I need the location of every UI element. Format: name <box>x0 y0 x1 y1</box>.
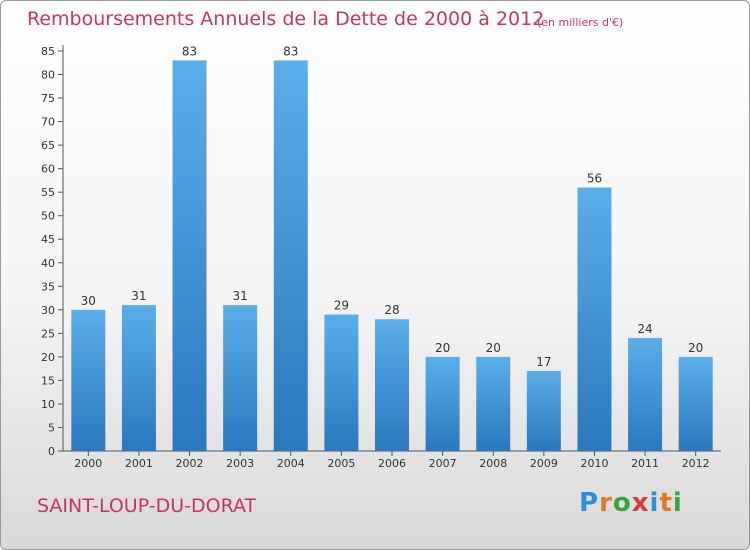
y-tick-label: 40 <box>41 257 55 270</box>
bar-value-label: 83 <box>182 44 197 58</box>
logo-letter: P <box>579 488 600 518</box>
bar <box>425 356 460 451</box>
logo-letter: t <box>659 488 673 518</box>
bar-value-label: 24 <box>637 322 652 336</box>
logo-letter: r <box>599 488 613 518</box>
y-tick-label: 35 <box>41 280 55 293</box>
y-tick-label: 70 <box>41 116 55 129</box>
proxiti-logo: Proxiti <box>579 488 683 518</box>
bar <box>172 60 207 451</box>
logo-letter: i <box>649 488 660 518</box>
chart-title: Remboursements Annuels de la Dette de 20… <box>27 8 545 30</box>
y-tick-label: 85 <box>41 45 55 58</box>
x-tick-label: 2011 <box>631 457 659 470</box>
bar <box>273 60 308 451</box>
bar <box>526 371 561 451</box>
bar-value-label: 28 <box>384 303 399 317</box>
y-tick-label: 5 <box>48 421 55 434</box>
bar <box>628 338 663 451</box>
y-tick-label: 75 <box>41 92 55 105</box>
y-tick-label: 10 <box>41 398 55 411</box>
bar <box>577 187 612 451</box>
x-tick-label: 2012 <box>682 457 710 470</box>
chart-bars: 30 31 83 31 83 29 28 20 20 17 56 24 20 <box>71 44 713 451</box>
bar-value-label: 30 <box>81 294 96 308</box>
bar <box>71 309 106 451</box>
bar <box>223 305 258 451</box>
logo-letter: x <box>631 488 650 518</box>
bar <box>324 314 359 451</box>
chart-unit: (en milliers d'€) <box>537 16 624 29</box>
y-tick-label: 60 <box>41 163 55 176</box>
bar-value-label: 29 <box>334 299 349 313</box>
bar-value-label: 20 <box>435 341 450 355</box>
y-tick-label: 80 <box>41 69 55 82</box>
x-tick-label: 2007 <box>429 457 457 470</box>
bar-value-label: 20 <box>688 341 703 355</box>
y-tick-label: 0 <box>48 445 55 458</box>
x-tick-label: 2002 <box>176 457 204 470</box>
x-tick-label: 2004 <box>277 457 305 470</box>
bar <box>476 356 511 451</box>
y-tick-label: 45 <box>41 233 55 246</box>
x-tick-label: 2006 <box>378 457 406 470</box>
x-tick-label: 2005 <box>327 457 355 470</box>
x-tick-label: 2003 <box>226 457 254 470</box>
x-tick-label: 2008 <box>479 457 507 470</box>
y-tick-label: 65 <box>41 139 55 152</box>
y-tick-label: 20 <box>41 351 55 364</box>
y-tick-label: 50 <box>41 210 55 223</box>
x-tick-label: 2001 <box>125 457 153 470</box>
bar <box>375 319 409 451</box>
bar-value-label: 17 <box>536 355 551 369</box>
logo-letter: i <box>672 488 683 518</box>
x-tick-label: 2000 <box>74 457 102 470</box>
bar-value-label: 56 <box>587 171 602 185</box>
bar <box>121 305 156 451</box>
bar-value-label: 31 <box>233 289 248 303</box>
logo-letter: o <box>612 488 632 518</box>
y-tick-label: 55 <box>41 186 55 199</box>
x-tick-label: 2009 <box>530 457 558 470</box>
x-tick-label: 2010 <box>580 457 608 470</box>
bar-value-label: 83 <box>283 44 298 58</box>
y-tick-label: 30 <box>41 304 55 317</box>
bar <box>678 356 713 451</box>
y-tick-label: 15 <box>41 374 55 387</box>
bar-value-label: 20 <box>486 341 501 355</box>
y-tick-label: 25 <box>41 327 55 340</box>
city-name: SAINT-LOUP-DU-DORAT <box>37 495 257 517</box>
bar-value-label: 31 <box>131 289 146 303</box>
